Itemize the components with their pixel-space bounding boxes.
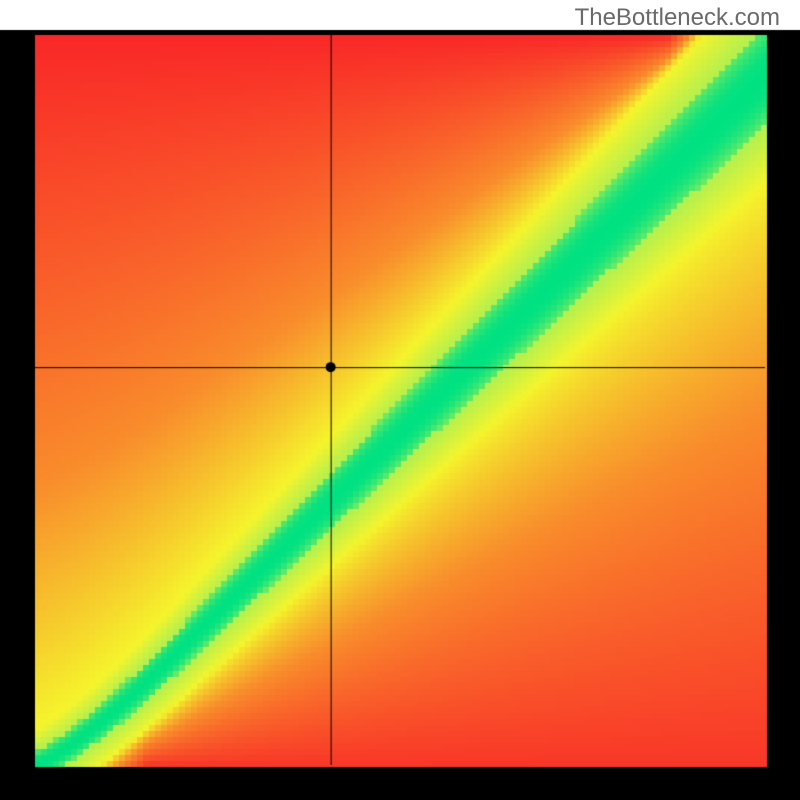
heatmap-canvas xyxy=(0,0,800,800)
watermark-text: TheBottleneck.com xyxy=(575,4,780,32)
chart-container: TheBottleneck.com xyxy=(0,0,800,800)
